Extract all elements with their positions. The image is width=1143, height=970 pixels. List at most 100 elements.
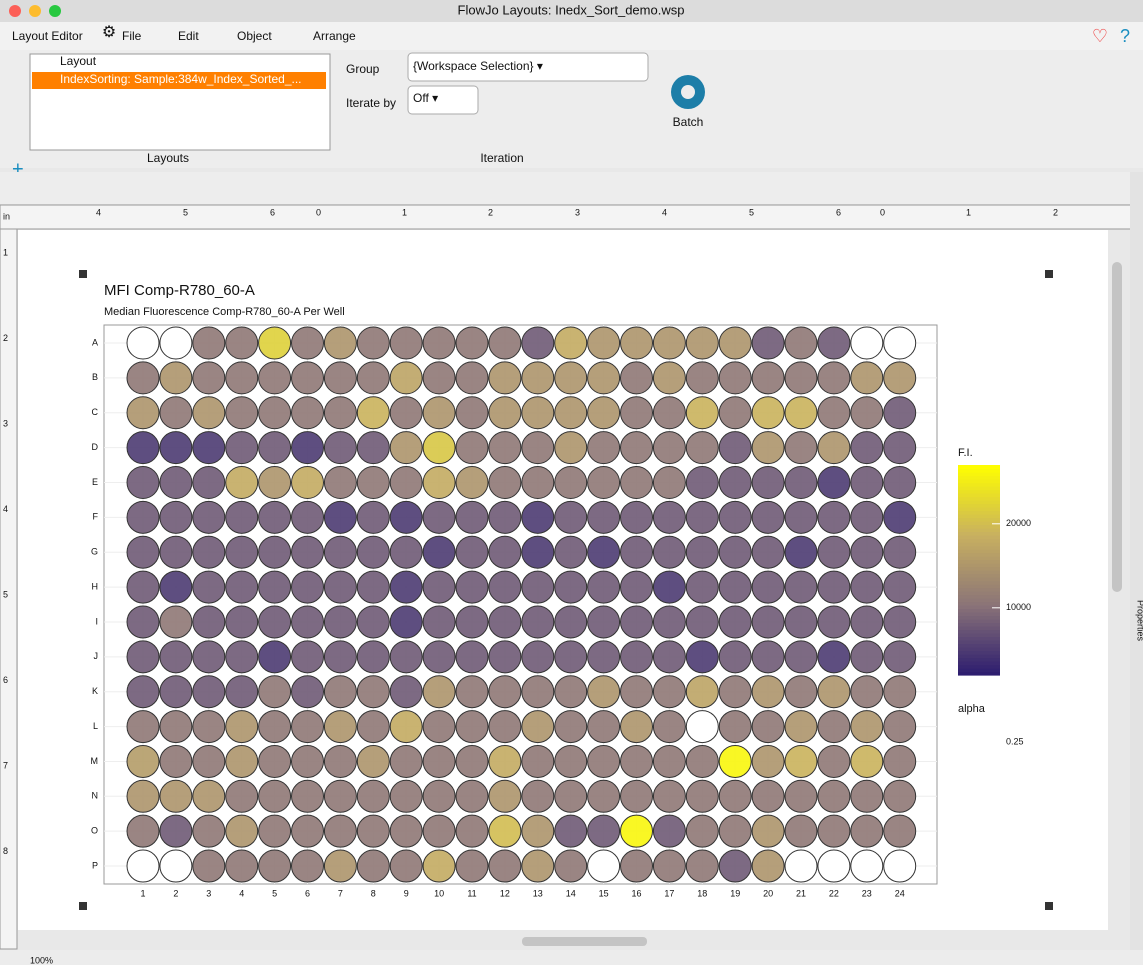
well (620, 465, 653, 499)
well (159, 640, 193, 674)
well (883, 710, 917, 744)
well (718, 361, 752, 395)
well (356, 605, 390, 639)
well (652, 361, 686, 395)
well (521, 814, 555, 848)
well (126, 675, 160, 709)
colorbar-step (958, 549, 1000, 554)
handle (1045, 902, 1053, 910)
well (751, 744, 785, 778)
h-scrollbar[interactable] (522, 937, 647, 946)
colorbar-step (958, 521, 1000, 526)
v-scrollbar[interactable] (1112, 262, 1122, 592)
batch-label[interactable]: Batch (673, 115, 704, 129)
well (817, 570, 851, 604)
colorbar-step (958, 668, 1000, 673)
iterate-label: Iterate by (346, 96, 396, 110)
well (159, 779, 193, 813)
settings-icon[interactable]: ⚙ (102, 24, 116, 41)
well (751, 779, 785, 813)
well (751, 570, 785, 604)
colorbar-step (958, 647, 1000, 652)
menu-item[interactable]: Edit (178, 29, 199, 43)
well (225, 431, 259, 465)
x-tick-label: 16 (631, 888, 641, 898)
x-tick-label: 1 (140, 888, 145, 898)
well (817, 675, 851, 709)
well (455, 814, 489, 848)
well (620, 396, 653, 430)
menu-item[interactable]: Layout Editor (12, 29, 83, 43)
well (718, 779, 752, 813)
colorbar-step (958, 594, 1000, 599)
y-tick-label: B (92, 372, 98, 382)
colorbar-step (958, 563, 1000, 568)
well (652, 605, 686, 639)
well (422, 849, 456, 883)
favorite-icon[interactable]: ♡ (1092, 26, 1108, 46)
well (685, 326, 719, 360)
well (323, 535, 357, 569)
well (587, 710, 621, 744)
menu-item[interactable]: Object (237, 29, 272, 43)
well (652, 744, 686, 778)
menu-item[interactable]: File (122, 29, 142, 43)
zoom-button[interactable] (49, 5, 61, 17)
well (685, 465, 719, 499)
layout-item[interactable]: IndexSorting: Sample:384w_Index_Sorted_.… (60, 72, 302, 86)
well (685, 570, 719, 604)
well (685, 849, 719, 883)
well (225, 814, 259, 848)
well (159, 710, 193, 744)
well (521, 605, 555, 639)
well (521, 500, 555, 534)
well (620, 431, 653, 465)
close-button[interactable] (9, 5, 21, 17)
y-tick-label: N (92, 791, 99, 801)
well (422, 744, 456, 778)
colorbar-step (958, 472, 1000, 477)
minimize-button[interactable] (29, 5, 41, 17)
colorbar-step (958, 566, 1000, 571)
well (159, 431, 193, 465)
help-icon[interactable]: ? (1120, 26, 1130, 46)
y-tick-label: C (92, 407, 99, 417)
well (291, 605, 324, 639)
ruler-label: 0 (316, 207, 321, 217)
colorbar-step (958, 626, 1000, 631)
ruler-label: 4 (96, 207, 101, 217)
well (784, 431, 818, 465)
well (587, 570, 621, 604)
well (554, 535, 588, 569)
x-tick-label: 19 (730, 888, 740, 898)
well (356, 361, 390, 395)
colorbar-step (958, 507, 1000, 512)
empty-well (587, 849, 621, 883)
iterate-dropdown[interactable] (407, 85, 479, 115)
well (620, 640, 653, 674)
well (455, 675, 489, 709)
well (554, 361, 588, 395)
well (323, 710, 357, 744)
colorbar-label: 20000 (1006, 518, 1031, 528)
selected-row[interactable] (32, 72, 326, 89)
well (751, 500, 785, 534)
well (718, 535, 752, 569)
add-icon[interactable]: + (12, 158, 24, 180)
layout-item[interactable]: Layout (60, 54, 97, 68)
well (521, 710, 555, 744)
well (784, 675, 818, 709)
colorbar-step (958, 465, 1000, 470)
group-dropdown[interactable] (407, 52, 649, 82)
well (521, 431, 555, 465)
well (455, 779, 489, 813)
ruler-label: 5 (3, 589, 8, 599)
well (883, 535, 917, 569)
colorbar-step (958, 580, 1000, 585)
well (488, 361, 522, 395)
well (455, 640, 489, 674)
ruler-label: 3 (3, 418, 8, 428)
x-tick-label: 10 (434, 888, 444, 898)
colorbar-step (958, 573, 1000, 578)
menu-item[interactable]: Arrange (313, 29, 356, 43)
